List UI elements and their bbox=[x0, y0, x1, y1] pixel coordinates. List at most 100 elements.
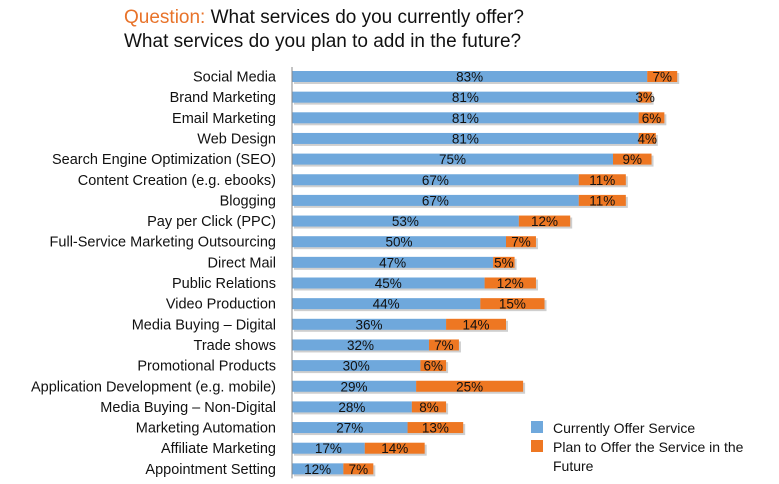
bar-current bbox=[292, 236, 506, 248]
legend: Currently Offer Service Plan to Offer th… bbox=[531, 420, 744, 474]
value-label-plan: 11% bbox=[589, 173, 615, 188]
value-label-plan: 4% bbox=[637, 131, 657, 146]
category-label: Social Media bbox=[193, 70, 277, 86]
value-label-plan: 9% bbox=[623, 152, 643, 167]
legend-label-plan: Plan to Offer the Service in the Future bbox=[553, 439, 744, 474]
value-label-plan: 12% bbox=[531, 214, 558, 229]
bar-plan bbox=[364, 442, 425, 454]
value-label-current: 53% bbox=[392, 214, 419, 229]
category-label: Blogging bbox=[220, 193, 276, 209]
bar-plan bbox=[407, 422, 464, 434]
value-label-plan: 7% bbox=[511, 235, 531, 250]
title-prefix: Question: bbox=[124, 7, 206, 28]
value-label-current: 81% bbox=[452, 111, 479, 126]
category-label: Marketing Automation bbox=[136, 421, 276, 437]
value-label-plan: 7% bbox=[652, 70, 672, 85]
value-label-current: 47% bbox=[379, 255, 406, 270]
category-label: Appointment Setting bbox=[145, 462, 276, 478]
value-label-current: 50% bbox=[385, 235, 412, 250]
category-label: Pay per Click (PPC) bbox=[147, 214, 276, 230]
value-label-current: 30% bbox=[343, 359, 370, 374]
value-label-plan: 3% bbox=[635, 90, 655, 105]
value-label-current: 29% bbox=[341, 379, 368, 394]
category-label: Trade shows bbox=[194, 338, 276, 354]
bar-current bbox=[292, 422, 408, 434]
bar-current bbox=[292, 132, 639, 144]
bar-current bbox=[292, 256, 494, 268]
category-label: Application Development (e.g. mobile) bbox=[31, 379, 276, 395]
value-label-plan: 6% bbox=[423, 359, 443, 374]
value-label-current: 83% bbox=[456, 70, 483, 85]
category-labels: Social Media Brand Marketing Email Marketi… bbox=[31, 70, 277, 478]
value-labels: 83% 7% 81% 3% 81% 6% 81% 4% 75% 9% 67% 11% 67% 11% 53%… bbox=[304, 70, 672, 477]
value-label-plan: 15% bbox=[499, 297, 526, 312]
bar-plan bbox=[638, 112, 665, 124]
category-label: Promotional Products bbox=[137, 359, 276, 375]
bar-plan bbox=[506, 236, 536, 248]
value-label-current: 44% bbox=[373, 297, 400, 312]
bar-current bbox=[292, 339, 429, 351]
value-label-plan: 13% bbox=[422, 421, 449, 436]
bar-current bbox=[292, 174, 579, 186]
value-label-current: 27% bbox=[336, 421, 363, 436]
value-label-plan: 7% bbox=[349, 462, 369, 477]
category-label: Direct Mail bbox=[208, 255, 276, 271]
value-label-current: 67% bbox=[422, 173, 449, 188]
bar-plan bbox=[480, 298, 545, 310]
category-label: Media Buying – Non-Digital bbox=[100, 400, 276, 416]
bar-plan bbox=[484, 277, 536, 289]
bar-current bbox=[292, 298, 481, 310]
bar-plan bbox=[647, 71, 678, 82]
bar-plan bbox=[638, 132, 656, 144]
value-label-current: 67% bbox=[422, 193, 449, 208]
value-label-current: 81% bbox=[452, 131, 479, 146]
bar-plan bbox=[493, 256, 515, 268]
chart-title: Question: What services do you currently… bbox=[124, 6, 524, 54]
category-label: Video Production bbox=[166, 297, 276, 313]
bar-current bbox=[292, 112, 639, 124]
bar-plan bbox=[578, 174, 626, 186]
category-label: Email Marketing bbox=[172, 111, 276, 127]
value-label-current: 12% bbox=[304, 462, 331, 477]
bar-current bbox=[292, 91, 639, 103]
legend-swatch-plan bbox=[531, 440, 543, 452]
bar-plan bbox=[343, 463, 374, 475]
bar-current bbox=[292, 401, 412, 413]
category-label: Content Creation (e.g. ebooks) bbox=[78, 173, 276, 189]
bar-plan bbox=[638, 91, 652, 103]
bar-plan bbox=[411, 401, 447, 413]
bar-current bbox=[292, 442, 365, 454]
category-label: Full-Service Marketing Outsourcing bbox=[50, 235, 276, 251]
category-label: Brand Marketing bbox=[170, 90, 276, 106]
title-line-2: What services do you plan to add in the … bbox=[124, 31, 522, 52]
bar-current bbox=[292, 153, 613, 165]
category-label: Web Design bbox=[197, 131, 276, 147]
category-label: Search Engine Optimization (SEO) bbox=[52, 152, 276, 168]
value-label-current: 28% bbox=[338, 400, 365, 415]
value-label-plan: 6% bbox=[642, 111, 662, 126]
value-label-plan: 5% bbox=[494, 255, 514, 270]
bar-current bbox=[292, 380, 417, 392]
bar-current bbox=[292, 318, 447, 330]
value-label-current: 81% bbox=[452, 90, 479, 105]
bar-current bbox=[292, 215, 519, 227]
bar-current bbox=[292, 277, 485, 289]
value-label-plan: 12% bbox=[497, 276, 524, 291]
bar-plan bbox=[518, 215, 571, 227]
value-label-plan: 25% bbox=[456, 379, 483, 394]
category-label: Affiliate Marketing bbox=[161, 441, 276, 457]
value-label-current: 17% bbox=[315, 441, 342, 456]
bar-plan bbox=[428, 339, 459, 351]
bar-current bbox=[292, 463, 344, 475]
bar-current bbox=[292, 360, 421, 372]
bar-plan bbox=[578, 194, 626, 206]
value-label-current: 75% bbox=[439, 152, 466, 167]
legend-label-current: Currently Offer Service bbox=[553, 420, 695, 436]
bar-plan bbox=[416, 380, 524, 392]
value-label-plan: 11% bbox=[589, 193, 615, 208]
category-label: Public Relations bbox=[172, 276, 276, 292]
bar-plan bbox=[613, 153, 652, 165]
title-line-1: What services do you currently offer? bbox=[210, 7, 524, 28]
bar-plan bbox=[446, 318, 506, 330]
